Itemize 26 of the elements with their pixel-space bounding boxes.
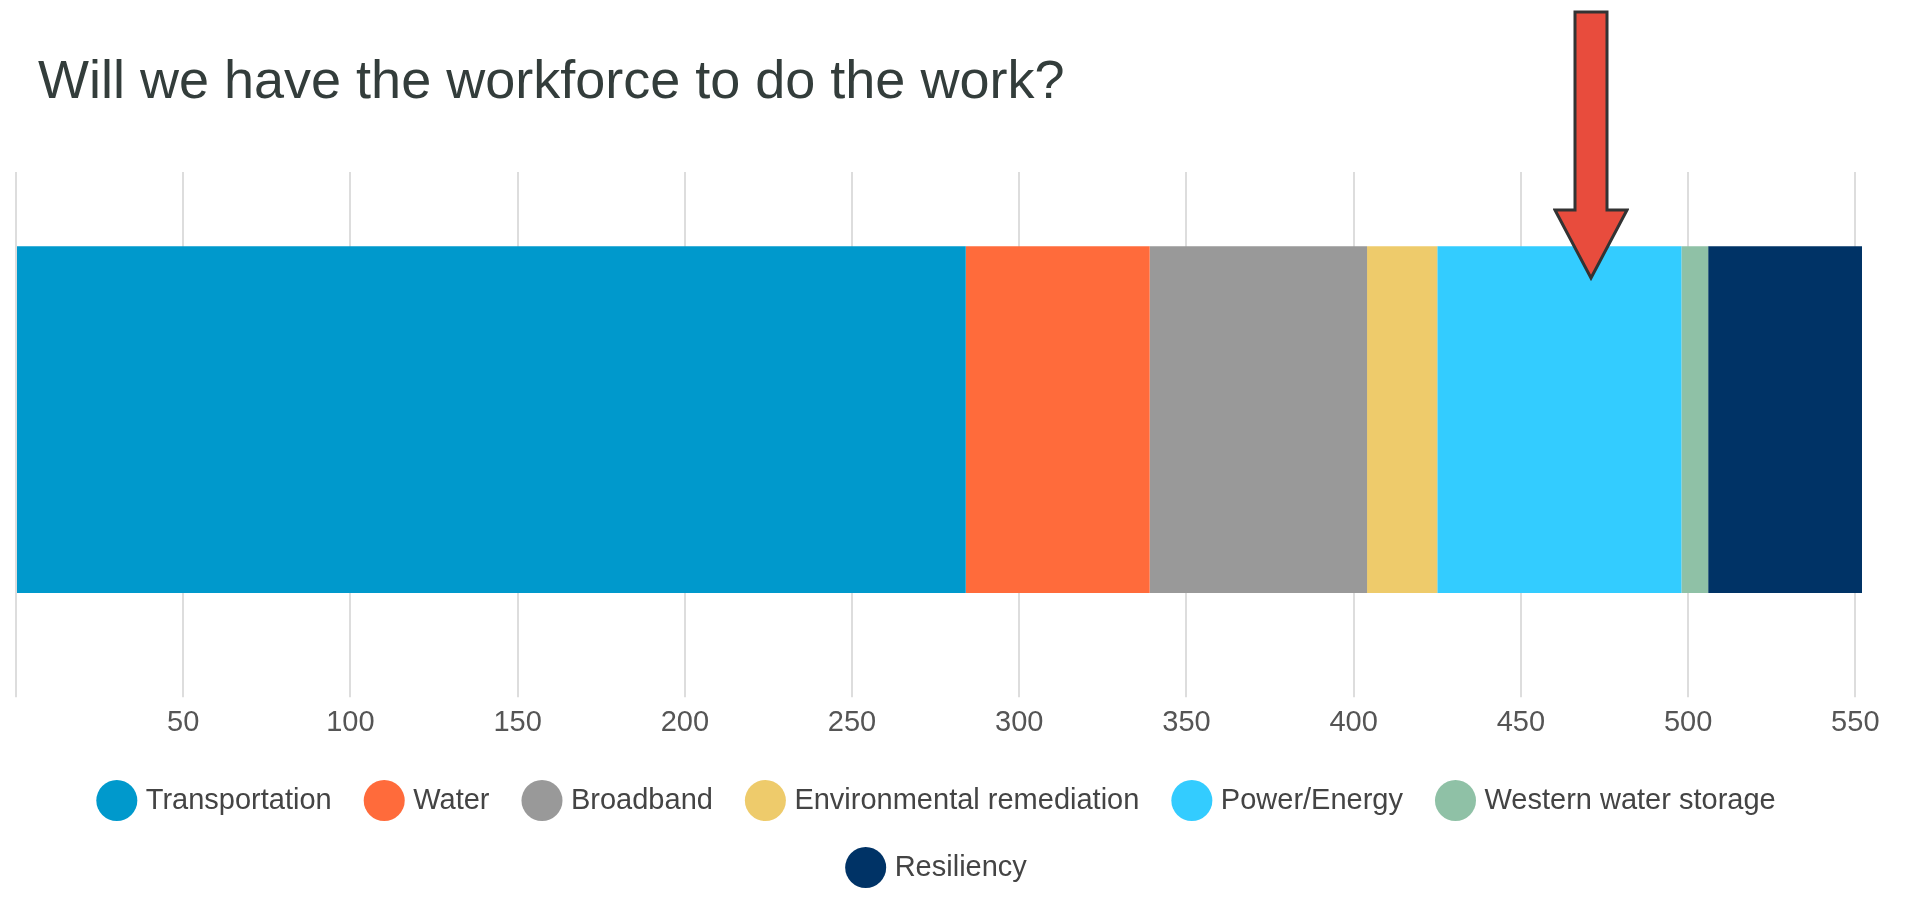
bar — [17, 246, 966, 593]
bar — [1681, 246, 1709, 593]
x-tick-label: 350 — [1162, 704, 1211, 737]
legend-label: Environmental remediation — [794, 782, 1140, 815]
chart-title: Will we have the workforce to do the work? — [38, 48, 1065, 110]
bar — [1149, 246, 1368, 593]
legend-label: Transportation — [145, 782, 332, 815]
x-tick-label: 100 — [326, 704, 375, 737]
legend-label: Water — [413, 782, 490, 815]
legend-label: Western water storage — [1484, 782, 1776, 815]
bar — [1708, 246, 1862, 593]
x-tick-label: 200 — [660, 704, 710, 737]
x-tick-label: 550 — [1831, 704, 1880, 737]
x-tick-label: 300 — [995, 704, 1044, 737]
legend-label: Broadband — [570, 782, 713, 815]
bar — [965, 246, 1150, 593]
x-tick-label: 500 — [1663, 704, 1713, 737]
legend-label: Power/Energy — [1220, 782, 1404, 815]
x-tick-label: 50 — [167, 704, 200, 737]
bar — [1367, 246, 1438, 593]
bar — [1437, 246, 1682, 593]
x-tick-label: 150 — [493, 704, 542, 737]
x-tick-label: 450 — [1496, 704, 1546, 737]
x-tick-label: 250 — [827, 704, 877, 737]
legend-label: Resiliency — [894, 849, 1028, 882]
x-tick-label: 400 — [1329, 704, 1378, 737]
